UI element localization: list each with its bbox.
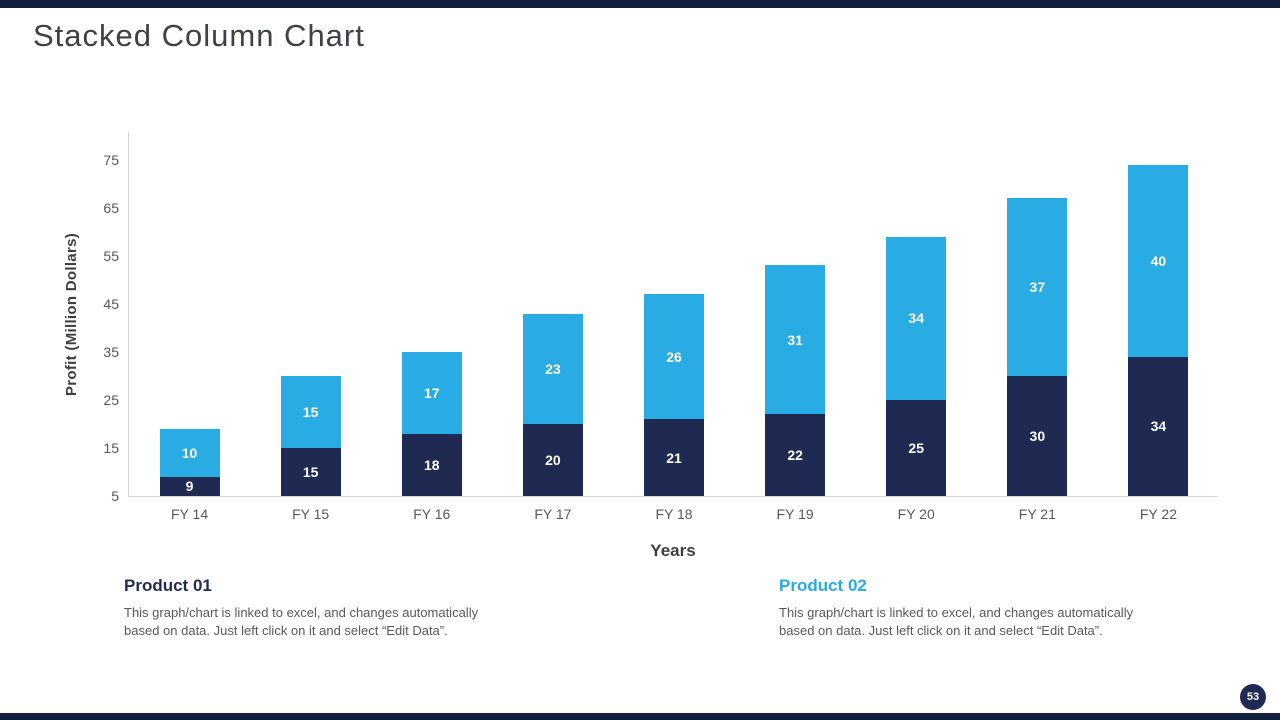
legend-product-02-title: Product 02: [779, 576, 867, 595]
y-tick-label: 55: [103, 247, 119, 264]
data-label-product-01: 25: [908, 439, 924, 456]
x-tick-label: FY 18: [655, 506, 693, 522]
data-label-product-02: 34: [908, 310, 924, 327]
y-tick-label: 75: [103, 151, 119, 168]
y-tick-label: 35: [103, 343, 119, 360]
segment-product-01[interactable]: 21: [644, 419, 704, 496]
page-number-badge: 53: [1240, 684, 1266, 710]
legend-product-02-description: This graph/chart is linked to excel, and…: [779, 605, 1134, 638]
stacked-column-chart[interactable]: 5 15 25 35 45 55 65 75 9 10 FY 14 15 15 FY 15 18 17 FY 1…: [103, 132, 1218, 522]
legend-product-01-title: Product 01: [124, 576, 212, 595]
segment-product-02[interactable]: 23: [522, 313, 583, 424]
segment-product-01[interactable]: 9: [159, 476, 220, 496]
y-tick-label: 65: [103, 199, 119, 216]
bar-fy-14[interactable]: 9 10: [159, 428, 220, 496]
data-label-product-01: 21: [666, 449, 682, 466]
data-label-product-01: 15: [302, 463, 319, 480]
segment-product-01[interactable]: 15: [280, 447, 341, 496]
y-tick-label: 15: [103, 439, 119, 456]
data-label-product-02: 31: [787, 331, 803, 348]
legend-product-01-description: This graph/chart is linked to excel, and…: [124, 605, 479, 638]
data-label-product-01: 30: [1029, 427, 1046, 444]
data-label-product-02: 26: [666, 348, 682, 365]
data-label-product-01: 34: [1150, 418, 1167, 435]
page-title: Stacked Column Chart: [33, 18, 365, 53]
segment-product-02[interactable]: 10: [159, 428, 220, 477]
y-tick-label: 5: [111, 488, 119, 504]
x-tick-label: FY 22: [1139, 506, 1177, 522]
bar-fy-18[interactable]: 21 26: [644, 294, 704, 496]
x-axis-title: Years: [650, 541, 696, 560]
legend-product-01: Product 01 This graph/chart is linked to…: [124, 576, 524, 640]
segment-product-01[interactable]: 34: [1128, 356, 1189, 496]
bar-fy-22[interactable]: 34 40: [1128, 164, 1189, 496]
data-label-product-02: 17: [423, 384, 440, 401]
segment-product-01[interactable]: 30: [1007, 375, 1068, 496]
data-label-product-02: 37: [1029, 279, 1046, 296]
segment-product-02[interactable]: 31: [765, 265, 826, 415]
data-label-product-02: 40: [1150, 252, 1167, 269]
data-label-product-02: 23: [545, 360, 561, 377]
top-accent-bar: [0, 0, 1280, 8]
y-axis-title-label: Profit (Million Dollars): [63, 232, 81, 397]
bar-fy-21[interactable]: 30 37: [1007, 198, 1068, 496]
data-label-product-02: 10: [181, 444, 198, 461]
bar-fy-15[interactable]: 15 15: [280, 375, 341, 496]
segment-product-01[interactable]: 20: [522, 423, 583, 496]
x-tick-label: FY 16: [413, 506, 451, 522]
bar-fy-20[interactable]: 25 34: [886, 236, 947, 496]
segment-product-02[interactable]: 26: [644, 294, 704, 420]
segment-product-01[interactable]: 25: [886, 399, 947, 496]
data-label-product-01: 18: [423, 456, 440, 473]
segment-product-02[interactable]: 17: [401, 351, 462, 434]
bottom-accent-bar: [0, 713, 1280, 720]
segment-product-01[interactable]: 18: [401, 433, 462, 496]
bar-fy-16[interactable]: 18 17: [401, 351, 462, 496]
x-tick-label: FY 21: [1018, 506, 1056, 522]
data-label-product-01: 20: [545, 451, 561, 468]
y-tick-label: 45: [103, 295, 119, 312]
data-label-product-01: 22: [787, 447, 803, 464]
x-tick-label: FY 17: [534, 506, 572, 522]
segment-product-02[interactable]: 34: [886, 236, 947, 400]
y-tick-label: 25: [103, 391, 119, 408]
segment-product-02[interactable]: 37: [1007, 198, 1068, 376]
data-label-product-01: 9: [185, 478, 194, 495]
bar-fy-17[interactable]: 20 23: [522, 313, 583, 496]
x-tick-label: FY 20: [897, 506, 935, 522]
segment-product-02[interactable]: 40: [1128, 164, 1189, 357]
x-tick-label: FY 14: [171, 506, 209, 522]
segment-product-02[interactable]: 15: [280, 375, 341, 448]
legend-product-02: Product 02 This graph/chart is linked to…: [779, 576, 1179, 640]
x-tick-label: FY 15: [292, 506, 330, 522]
data-label-product-02: 15: [302, 403, 319, 420]
bar-fy-19[interactable]: 22 31: [765, 265, 826, 496]
segment-product-01[interactable]: 22: [765, 414, 826, 496]
x-tick-label: FY 19: [776, 506, 814, 522]
